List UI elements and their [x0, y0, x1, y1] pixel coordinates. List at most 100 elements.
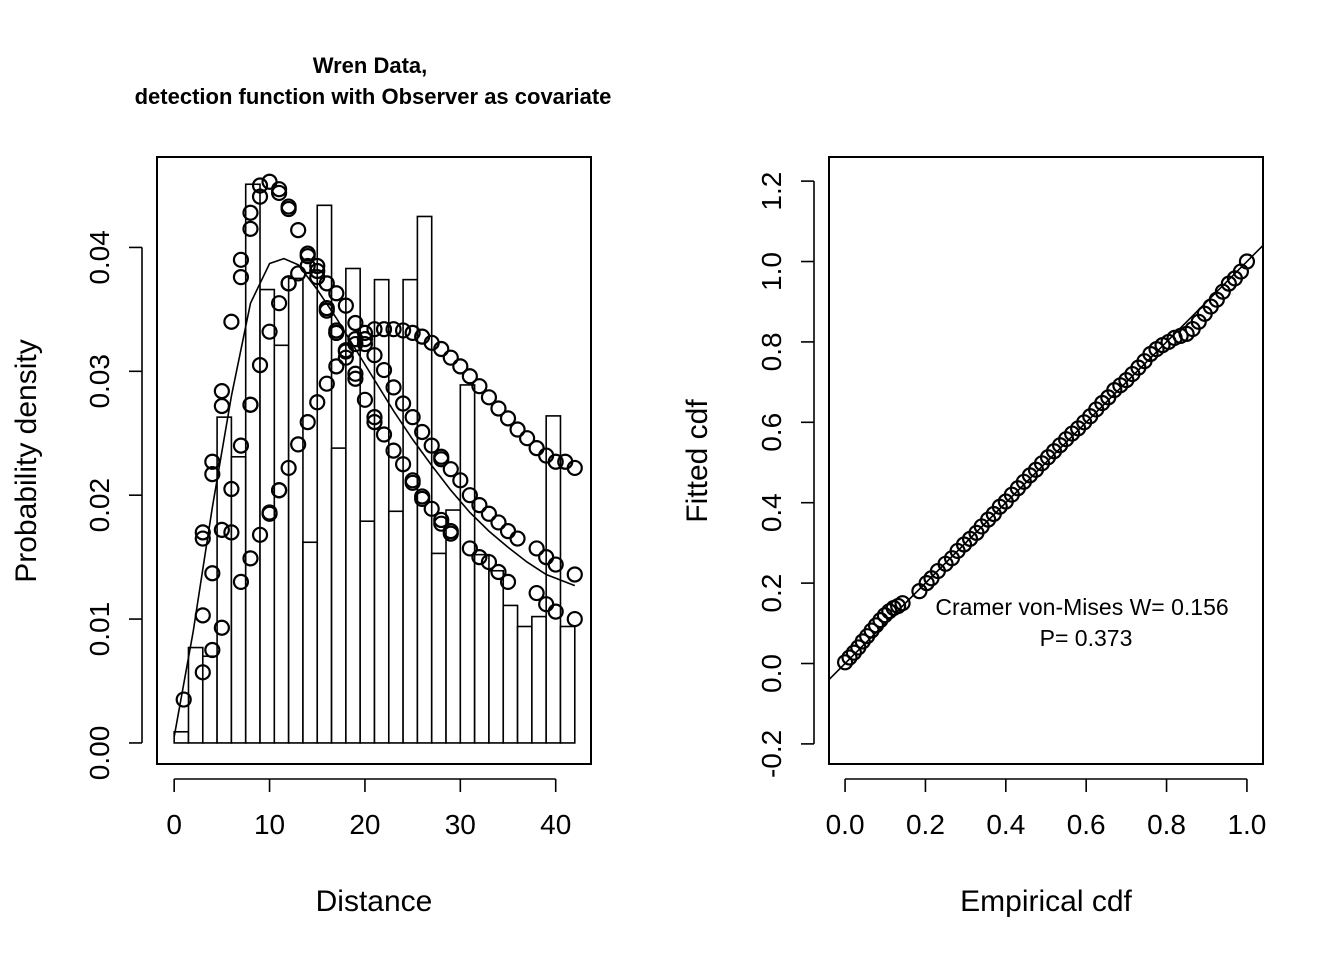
x-tick-label: 1.0 — [1227, 809, 1266, 840]
y-tick-label: 0.02 — [84, 478, 115, 532]
data-point — [299, 413, 316, 431]
histogram-bars — [173, 183, 576, 744]
data-point — [499, 523, 517, 540]
data-point — [356, 324, 374, 342]
data-point — [223, 480, 240, 498]
data-point — [490, 563, 507, 581]
y-tick-label: 0.4 — [756, 493, 787, 532]
data-point — [366, 409, 383, 426]
data-point — [433, 451, 450, 468]
histogram-bar — [330, 447, 347, 744]
data-point — [375, 361, 393, 379]
histogram-bar — [387, 510, 404, 744]
histogram-bar — [445, 509, 462, 744]
qq-point — [836, 654, 854, 671]
x-tick-label: 40 — [540, 809, 571, 840]
x-tick-label: 0.8 — [1147, 809, 1186, 840]
x-tick-label: 0.0 — [826, 809, 865, 840]
data-point — [490, 514, 507, 531]
histogram-bar — [459, 384, 476, 744]
data-point — [528, 540, 545, 557]
data-point — [385, 379, 402, 396]
x-tick-label: 0 — [166, 809, 182, 840]
y-tick-label: 0.2 — [756, 574, 787, 613]
data-point — [318, 275, 335, 292]
data-point — [490, 400, 507, 417]
histogram-bar — [244, 183, 261, 744]
histogram-bar — [531, 615, 547, 744]
data-point — [461, 540, 478, 557]
average-detection-curve — [173, 257, 576, 737]
data-point — [318, 375, 335, 392]
data-point — [309, 257, 326, 275]
data-point — [442, 525, 459, 542]
data-point — [347, 365, 364, 382]
cvm-statistic-label: Cramer von-Mises W= 0.156 — [935, 594, 1228, 620]
data-point — [366, 321, 383, 338]
histogram-bar — [488, 569, 505, 744]
data-point — [375, 426, 393, 443]
data-point — [404, 409, 421, 426]
data-point — [337, 297, 354, 314]
y-axis-title-left: Probability density — [10, 339, 43, 582]
data-point — [509, 530, 526, 547]
data-point — [480, 505, 498, 522]
y-tick-label: -0.2 — [756, 730, 787, 778]
y-tick-label: 0.00 — [84, 726, 115, 781]
data-point — [404, 324, 421, 342]
data-point — [566, 459, 583, 477]
data-point — [414, 490, 431, 508]
histogram-bar — [187, 646, 204, 744]
data-point — [366, 413, 383, 431]
y-axis-right: -0.2 0.0 0.2 0.4 0.6 0.8 1.0 1.2 — [756, 172, 815, 778]
detection-points — [175, 173, 583, 708]
data-point — [509, 421, 526, 438]
data-point — [213, 619, 230, 636]
y-axis-left: 0.00 0.01 0.02 0.03 0.04 — [84, 230, 143, 781]
data-point — [528, 440, 545, 457]
histogram-bar — [359, 520, 376, 744]
data-point — [461, 487, 478, 504]
data-point — [290, 221, 307, 239]
data-point — [328, 324, 345, 342]
qq-point — [845, 644, 863, 661]
data-point — [242, 204, 259, 221]
data-point — [452, 358, 469, 375]
plot-frame-left — [156, 156, 592, 765]
data-point — [366, 347, 383, 364]
histogram-bar — [430, 552, 447, 744]
data-point — [280, 200, 297, 218]
x-axis-left: 0 10 20 30 40 — [166, 778, 571, 840]
data-point — [194, 607, 211, 624]
data-point — [375, 321, 393, 338]
chart-title-line-2: detection function with Observer as cova… — [135, 84, 612, 109]
qq-point — [841, 649, 858, 666]
cvm-pvalue-label: P= 0.373 — [1040, 625, 1133, 651]
data-point — [223, 524, 240, 541]
x-axis-title-left: Distance — [316, 885, 433, 918]
data-point — [385, 321, 402, 338]
histogram-bar — [402, 278, 419, 744]
qq-point — [881, 603, 898, 620]
data-point — [328, 285, 345, 302]
data-point — [337, 349, 354, 366]
data-point — [213, 521, 230, 538]
plot-frame-right — [828, 156, 1264, 765]
y-tick-label: 1.2 — [756, 172, 787, 211]
data-point — [251, 526, 269, 543]
data-point — [423, 500, 440, 517]
data-point — [480, 389, 498, 406]
data-point — [356, 391, 374, 408]
data-point — [471, 496, 488, 514]
x-axis-title-right: Empirical cdf — [960, 885, 1132, 918]
qq-point — [1238, 253, 1256, 270]
data-point — [499, 410, 517, 427]
y-axis-title-right: Fitted cdf — [681, 399, 714, 523]
data-point — [242, 550, 259, 567]
data-point — [280, 459, 297, 477]
histogram-bar — [502, 604, 519, 744]
y-tick-label: 0.04 — [84, 230, 115, 285]
data-point — [270, 184, 288, 202]
qq-point — [918, 575, 935, 592]
data-point — [299, 257, 316, 275]
